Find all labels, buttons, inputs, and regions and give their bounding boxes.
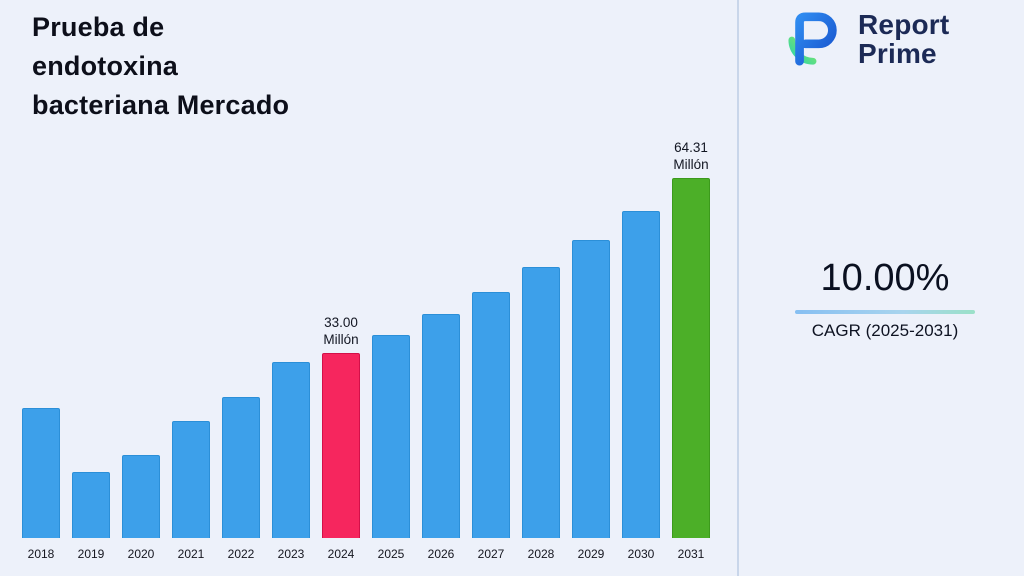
bar-column-2031: 64.31 Millón 2031: [666, 118, 716, 561]
x-axis-label-2019: 2019: [77, 547, 105, 561]
brand-logo: Report Prime: [784, 10, 949, 68]
bar-2023: [272, 362, 310, 538]
vertical-divider: [737, 0, 739, 576]
bar-2020: [122, 455, 160, 538]
bar-column-2022: 2022: [216, 118, 266, 561]
brand-name-line2: Prime: [858, 38, 937, 69]
page-title: Prueba de endotoxina bacteriana Mercado: [32, 8, 289, 125]
bar-2026: [422, 314, 460, 538]
page-title-line-1: Prueba de: [32, 12, 165, 42]
cagr-value: 10.00%: [820, 257, 950, 299]
bar-value-label-2024: 33.00 Millón: [323, 315, 359, 347]
x-axis-label-2030: 2030: [627, 547, 655, 561]
bar-2022: [222, 397, 260, 538]
bar-2028: [522, 267, 560, 538]
x-axis-label-2026: 2026: [427, 547, 455, 561]
bar-column-2025: 2025: [366, 118, 416, 561]
bar-2019: [72, 472, 110, 538]
bar-2018: [22, 408, 60, 538]
bar-column-2019: 2019: [66, 118, 116, 561]
bar-chart: 2018 2019 2020 2021 2022 2023 33.00 Millón 2024 2…: [16, 118, 716, 561]
bar-2025: [372, 335, 410, 538]
bar-column-2030: 2030: [616, 118, 666, 561]
x-axis-label-2021: 2021: [177, 547, 205, 561]
page-title-line-2: endotoxina: [32, 51, 179, 81]
cagr-block: 10.00% CAGR (2025-2031): [795, 257, 975, 341]
bar-column-2026: 2026: [416, 118, 466, 561]
x-axis-label-2027: 2027: [477, 547, 505, 561]
bar-2021: [172, 421, 210, 538]
bar-value-label-2031: 64.31 Millón: [673, 140, 709, 172]
bar-column-2029: 2029: [566, 118, 616, 561]
x-axis-label-2018: 2018: [27, 547, 55, 561]
x-axis-label-2028: 2028: [527, 547, 555, 561]
x-axis-label-2023: 2023: [277, 547, 305, 561]
cagr-label: CAGR (2025-2031): [811, 321, 959, 340]
brand-name-line1: Report: [858, 9, 950, 40]
bar-2027: [472, 292, 510, 538]
bar-column-2021: 2021: [166, 118, 216, 561]
bar-column-2018: 2018: [16, 118, 66, 561]
x-axis-label-2024: 2024: [327, 547, 355, 561]
report-prime-logo-icon: [784, 11, 846, 67]
bar-2024: [322, 353, 360, 538]
bar-column-2020: 2020: [116, 118, 166, 561]
bar-column-2023: 2023: [266, 118, 316, 561]
cagr-underline: [795, 310, 975, 314]
x-axis-label-2029: 2029: [577, 547, 605, 561]
brand-name: Report Prime: [858, 10, 949, 68]
x-axis-label-2020: 2020: [127, 547, 155, 561]
bar-column-2028: 2028: [516, 118, 566, 561]
x-axis-label-2022: 2022: [227, 547, 255, 561]
bar-column-2027: 2027: [466, 118, 516, 561]
bar-2029: [572, 240, 610, 538]
bar-2030: [622, 211, 660, 538]
bar-2031: [672, 178, 710, 538]
x-axis-label-2031: 2031: [677, 547, 705, 561]
bar-column-2024: 33.00 Millón 2024: [316, 118, 366, 561]
x-axis-label-2025: 2025: [377, 547, 405, 561]
page-title-line-3: bacteriana Mercado: [32, 90, 290, 120]
